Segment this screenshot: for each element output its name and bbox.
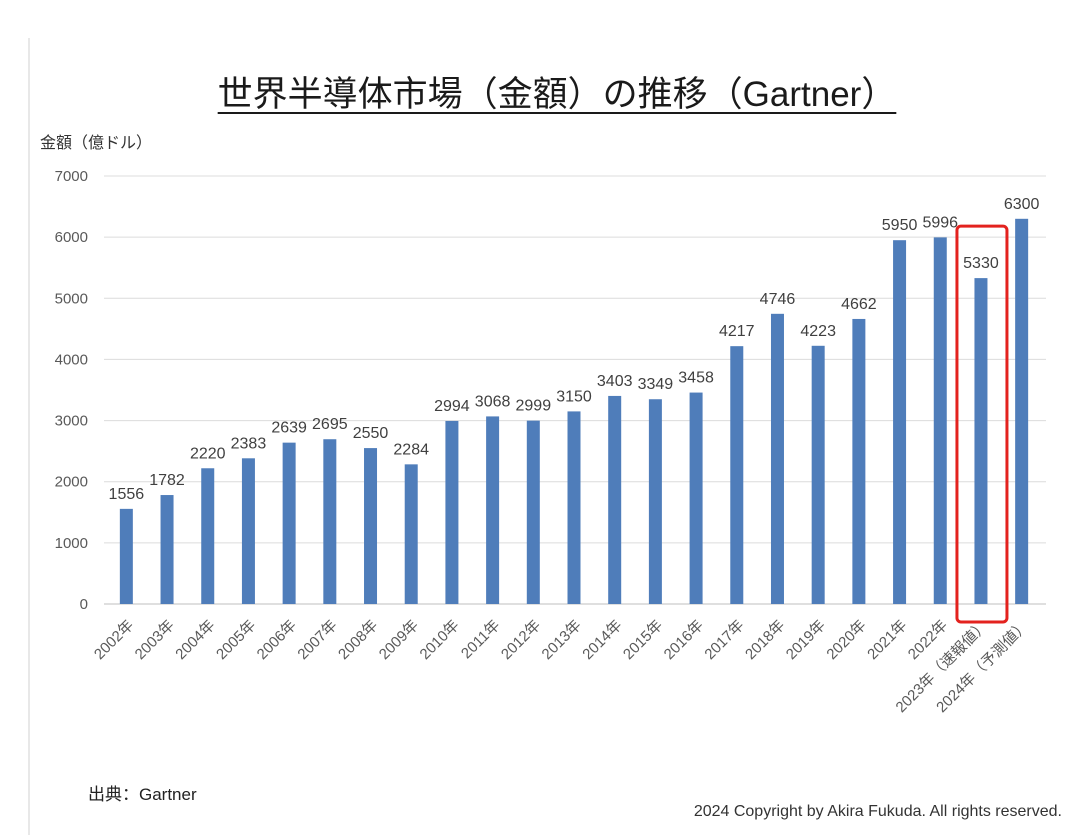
data-label: 4217	[719, 323, 755, 340]
data-label: 3068	[475, 393, 511, 410]
y-axis-label: 金額（億ドル）	[40, 135, 153, 152]
data-label: 3349	[638, 376, 674, 393]
data-label: 4223	[800, 323, 836, 340]
bar	[893, 240, 907, 604]
y-tick-label: 4000	[55, 351, 88, 368]
x-tick-label: 2008年	[335, 617, 381, 663]
x-tick-label: 2004年	[172, 617, 218, 663]
data-label: 2695	[312, 416, 348, 433]
bar	[201, 468, 215, 604]
bars	[119, 218, 1029, 605]
y-tick-label: 0	[80, 596, 88, 613]
bar	[648, 399, 662, 604]
x-tick-label: 2015年	[620, 617, 666, 663]
y-tick-label: 6000	[55, 229, 88, 246]
x-tick-label: 2010年	[417, 617, 463, 663]
y-tick-label: 5000	[55, 290, 88, 307]
gridlines	[104, 175, 1046, 605]
bar	[241, 458, 255, 604]
bar	[933, 237, 947, 604]
x-tick-label: 2012年	[498, 617, 544, 663]
bar	[486, 416, 500, 604]
source-note: 出典：Gartner	[88, 785, 197, 804]
bar	[567, 411, 581, 604]
bar	[770, 313, 784, 604]
x-axis-ticks: 2002年2003年2004年2005年2006年2007年2008年2009年…	[91, 617, 1033, 716]
x-tick-label: 2005年	[213, 617, 259, 663]
bar	[608, 395, 622, 604]
data-label: 5950	[882, 217, 918, 234]
data-label: 4662	[841, 296, 877, 313]
x-tick-label: 2002年	[91, 617, 137, 663]
bar	[282, 442, 296, 604]
data-label: 2639	[271, 420, 307, 437]
x-tick-label: 2021年	[864, 617, 910, 663]
x-tick-label: 2014年	[579, 617, 625, 663]
data-label: 3150	[556, 388, 592, 405]
copyright-note: 2024 Copyright by Akira Fukuda. All righ…	[693, 803, 1062, 820]
bar	[119, 508, 133, 604]
data-label: 6300	[1004, 196, 1040, 213]
x-tick-label: 2019年	[783, 617, 829, 663]
data-label: 2284	[393, 441, 429, 458]
x-tick-label: 2013年	[539, 617, 585, 663]
y-tick-label: 7000	[55, 168, 88, 185]
data-label: 2550	[353, 425, 389, 442]
data-label: 3403	[597, 373, 633, 390]
highlight-box	[955, 224, 1009, 624]
bar	[404, 464, 418, 604]
data-label: 1782	[149, 472, 185, 489]
x-tick-label: 2016年	[661, 617, 707, 663]
chart-title: 世界半導体市場（金額）の推移（Gartner）	[217, 75, 897, 114]
data-label: 3458	[678, 370, 714, 387]
data-label: 4746	[760, 291, 796, 308]
bar	[160, 495, 174, 604]
bar	[811, 345, 825, 604]
y-tick-label: 1000	[55, 535, 88, 552]
data-label: 2220	[190, 445, 226, 462]
x-tick-label: 2018年	[742, 617, 788, 663]
x-tick-label: 2017年	[701, 617, 747, 663]
bar	[1015, 218, 1029, 605]
x-tick-label: 2009年	[376, 617, 422, 663]
bar	[689, 392, 703, 604]
slide-left-border	[28, 38, 30, 835]
y-tick-label: 3000	[55, 413, 88, 430]
bar	[445, 420, 459, 604]
bar	[364, 448, 378, 604]
bar	[852, 318, 866, 604]
highlight-group	[955, 224, 1009, 624]
x-tick-label: 2003年	[132, 617, 178, 663]
x-tick-label: 2007年	[294, 617, 340, 663]
data-label: 5330	[963, 255, 999, 272]
bar	[323, 439, 337, 604]
bar	[526, 420, 540, 604]
x-tick-label: 2011年	[458, 617, 503, 662]
x-tick-label: 2020年	[823, 617, 869, 663]
y-tick-label: 2000	[55, 474, 88, 491]
data-label: 2999	[516, 398, 552, 415]
data-label: 2994	[434, 398, 470, 415]
x-tick-label: 2006年	[254, 617, 300, 663]
data-label: 5996	[922, 214, 958, 231]
y-axis-ticks: 0 1000 2000 3000 4000 5000 6000 7000	[55, 168, 88, 613]
bar	[730, 346, 744, 604]
data-label: 2383	[231, 435, 267, 452]
bar	[974, 278, 988, 604]
data-label: 1556	[109, 486, 145, 503]
